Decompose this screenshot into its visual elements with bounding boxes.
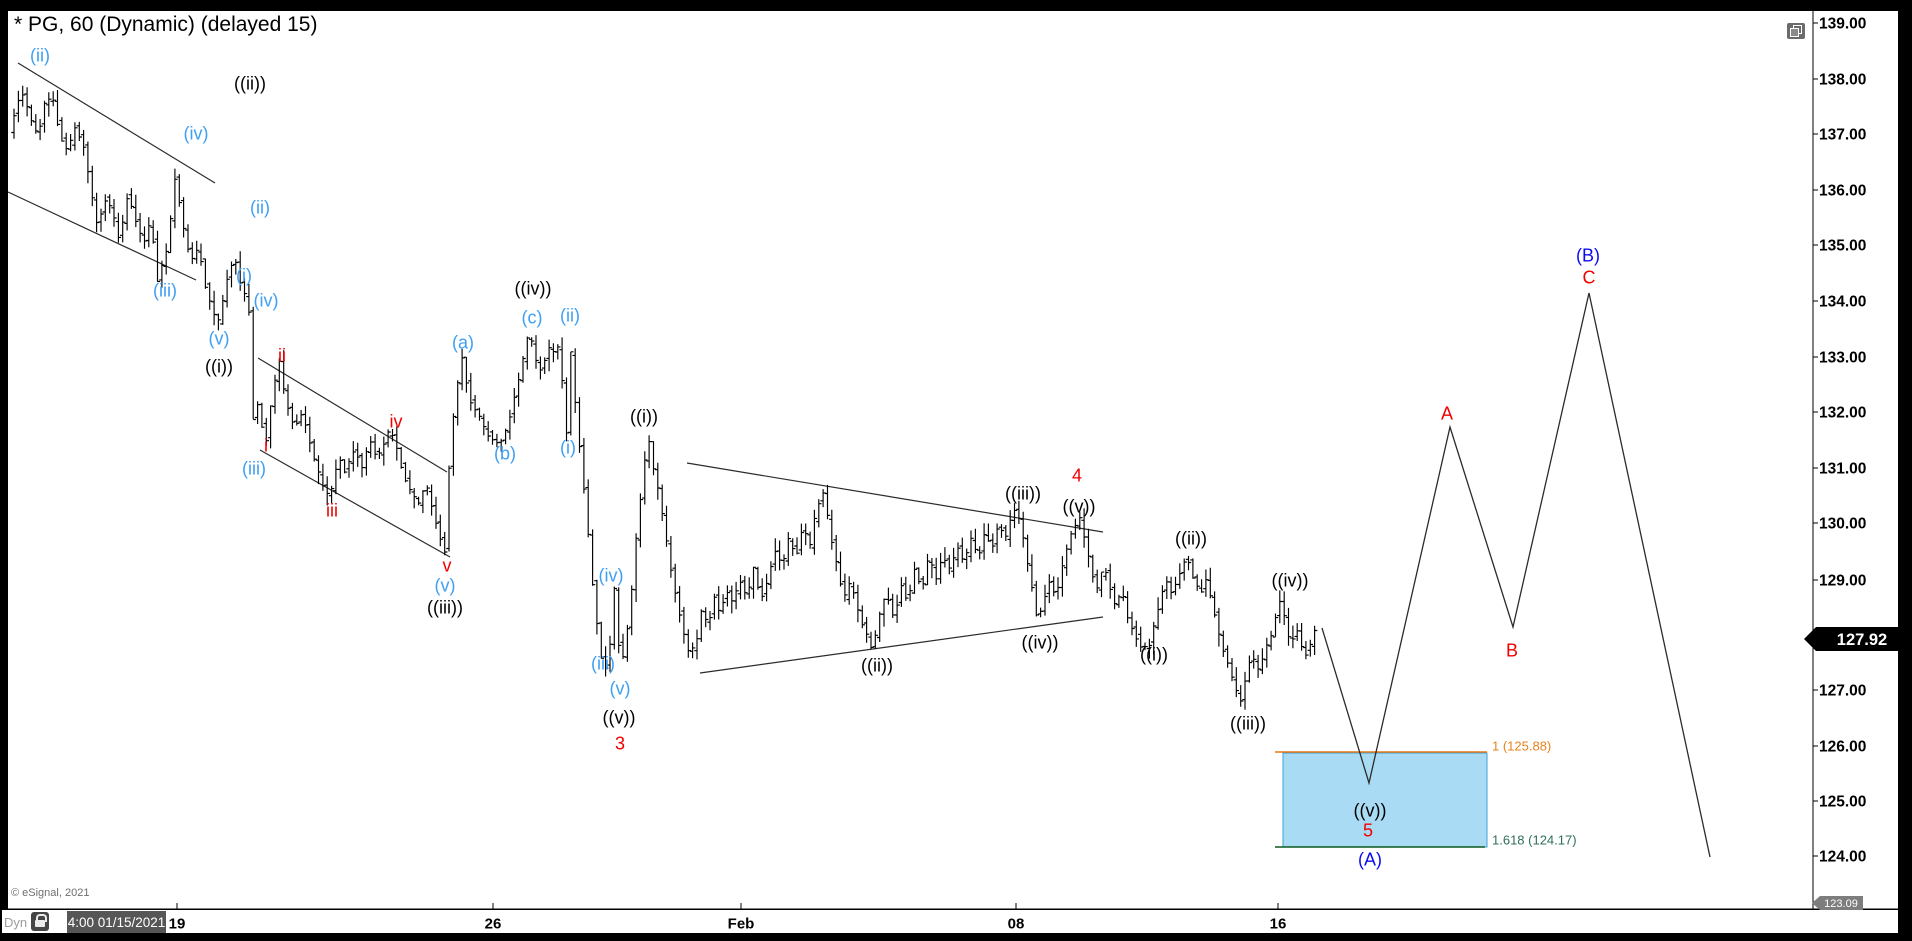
chart-title: * PG, 60 (Dynamic) (delayed 15): [14, 13, 318, 36]
session-low-label: 123.09: [1824, 898, 1858, 910]
wave-label: v: [443, 555, 452, 575]
restore-front-square: [1790, 28, 1799, 37]
trendline-triangle-lower: [699, 616, 1104, 674]
wave-label: 5: [1363, 820, 1373, 840]
trendline-channel-1-lower: [7, 191, 197, 281]
price-tick-label: 135.00: [1819, 237, 1866, 254]
price-tick-label: 139.00: [1819, 15, 1866, 32]
session-timestamp-label: 4:00 01/15/2021: [67, 914, 166, 930]
wave-label: (iv): [184, 123, 209, 143]
price-tick-label: 137.00: [1819, 126, 1866, 143]
wave-label: C: [1583, 267, 1596, 287]
price-tick-label: 127.00: [1819, 682, 1866, 699]
wave-label: ((ii)): [234, 73, 266, 93]
padlock-shackle: [36, 914, 47, 922]
wave-label: (iii): [242, 458, 266, 478]
restore-window-icon[interactable]: [1787, 23, 1805, 39]
wave-label: ((i)): [1140, 644, 1168, 664]
wave-label: (c): [522, 307, 543, 327]
wave-label: (i): [236, 265, 252, 285]
trendline-channel-1-upper: [17, 62, 216, 184]
wave-label: ((iii)): [1005, 483, 1041, 503]
wave-label: (ii): [30, 45, 50, 65]
wave-label: ((v)): [1354, 800, 1387, 820]
price-tick-label: 136.00: [1819, 182, 1866, 199]
date-tick-label: 08: [1008, 915, 1025, 932]
price-tick-label: 131.00: [1819, 460, 1866, 477]
price-tick-label: 134.00: [1819, 293, 1866, 310]
wave-label: ((iii)): [427, 597, 463, 617]
last-price-label: 127.92: [1837, 631, 1887, 649]
wave-label: ((iii)): [1230, 713, 1266, 733]
wave-label: (iv): [254, 290, 279, 310]
fib-level-label: 1.618 (124.17): [1492, 833, 1577, 848]
wave-label: ((i)): [205, 356, 233, 376]
wave-label: 4: [1072, 465, 1082, 485]
wave-label: (iii): [153, 280, 177, 300]
padlock-body: [35, 920, 45, 927]
price-tick-label: 129.00: [1819, 572, 1866, 589]
wave-label: ((i)): [630, 406, 658, 426]
time-axis-strip[interactable]: [2, 910, 1898, 933]
projected-wave-path: [1321, 292, 1711, 858]
date-tick-label: Feb: [728, 915, 755, 932]
wave-label: (B): [1576, 245, 1600, 265]
trendline-channel-2-lower: [259, 449, 451, 558]
wave-label: iii: [326, 500, 338, 520]
wave-label: A: [1441, 403, 1453, 423]
wave-label: B: [1506, 640, 1518, 660]
date-tick-label: 26: [485, 915, 502, 932]
wave-label: (i): [560, 437, 576, 457]
wave-label: i: [264, 435, 268, 455]
fib-target-box: [1282, 752, 1488, 848]
session-low-badge: [1812, 896, 1863, 910]
wave-label: ii: [278, 345, 286, 365]
fib-level-label: 1 (125.88): [1492, 739, 1551, 754]
wave-label: (A): [1358, 849, 1382, 869]
padlock-icon[interactable]: [31, 912, 49, 931]
wave-label: (v): [209, 328, 230, 348]
wave-label: (iii): [591, 653, 615, 673]
wave-label: ((ii)): [861, 655, 893, 675]
price-tick-label: 132.00: [1819, 404, 1866, 421]
date-tick-label: 16: [1270, 915, 1287, 932]
dyn-mode-label[interactable]: Dyn: [4, 915, 28, 930]
price-tick-label: 124.00: [1819, 848, 1866, 865]
price-tick-label: 138.00: [1819, 71, 1866, 88]
trendline-channel-2-upper: [257, 357, 448, 473]
chart-canvas[interactable]: [8, 11, 1898, 909]
wave-label: ((v)): [603, 707, 636, 727]
ohlc-bars: [11, 85, 1318, 710]
wave-label: (v): [610, 678, 631, 698]
price-tick-label: 126.00: [1819, 738, 1866, 755]
wave-label: ((v)): [1063, 496, 1096, 516]
wave-label: (a): [452, 332, 474, 352]
price-tick-label: 130.00: [1819, 515, 1866, 532]
wave-label: ((iv)): [1022, 632, 1059, 652]
date-tick-label: 19: [169, 915, 186, 932]
wave-label: ((iv)): [1272, 570, 1309, 590]
wave-label: (ii): [250, 197, 270, 217]
trendline-triangle-upper: [686, 462, 1104, 533]
wave-label: iv: [390, 411, 403, 431]
wave-label: ((ii)): [1175, 528, 1207, 548]
price-tick-label: 125.00: [1819, 793, 1866, 810]
wave-label: (ii): [560, 305, 580, 325]
wave-label: 3: [615, 733, 625, 753]
last-price-badge: [1804, 627, 1908, 651]
wave-label: (v): [435, 575, 456, 595]
wave-label: (iv): [599, 565, 624, 585]
session-timestamp-badge: 4:00 01/15/2021: [67, 911, 166, 933]
wave-label: ((iv)): [515, 278, 552, 298]
price-tick-label: 133.00: [1819, 349, 1866, 366]
wave-label: (b): [494, 443, 516, 463]
copyright-label: © eSignal, 2021: [11, 887, 90, 899]
